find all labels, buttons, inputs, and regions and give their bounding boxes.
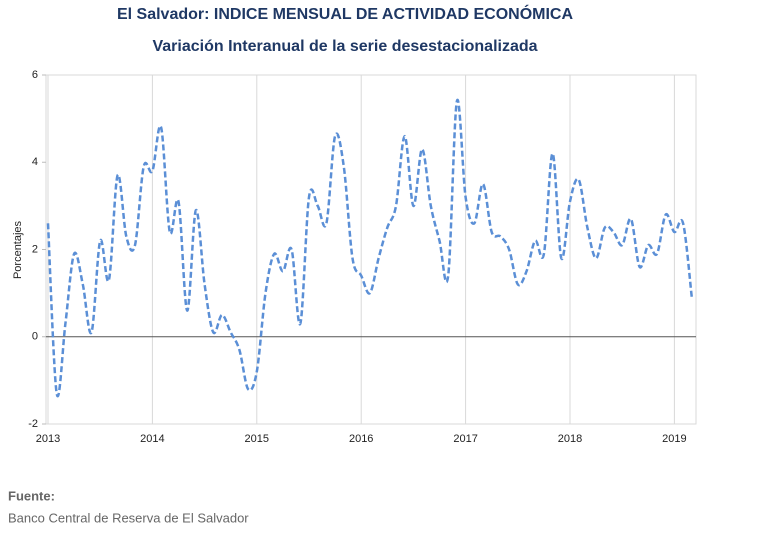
chart-subtitle: Variación Interanual de la serie desesta… xyxy=(152,38,537,55)
source: Banco Central de Reserva de El Salvador xyxy=(8,510,249,525)
x-tick-label: 2017 xyxy=(453,433,477,445)
y-tick-label: 0 xyxy=(32,331,38,343)
data-line xyxy=(46,98,694,398)
y-axis-label: Porcentajes xyxy=(12,220,24,279)
x-tick-label: 2018 xyxy=(558,433,582,445)
x-tick-label: 2013 xyxy=(36,433,60,445)
source-label: Fuente: xyxy=(8,488,55,503)
y-tick-label: 2 xyxy=(32,243,38,255)
plot-frame xyxy=(45,74,697,425)
chart-title: El Salvador: INDICE MENSUAL DE ACTIVIDAD… xyxy=(117,4,573,23)
y-tick-label: -2 xyxy=(28,418,38,430)
x-tick-label: 2016 xyxy=(349,433,373,445)
y-tick-label: 6 xyxy=(32,69,38,81)
x-tick-label: 2015 xyxy=(245,433,269,445)
x-tick-label: 2019 xyxy=(662,433,686,445)
x-tick-label: 2014 xyxy=(140,433,164,445)
y-tick-label: 4 xyxy=(32,156,38,168)
